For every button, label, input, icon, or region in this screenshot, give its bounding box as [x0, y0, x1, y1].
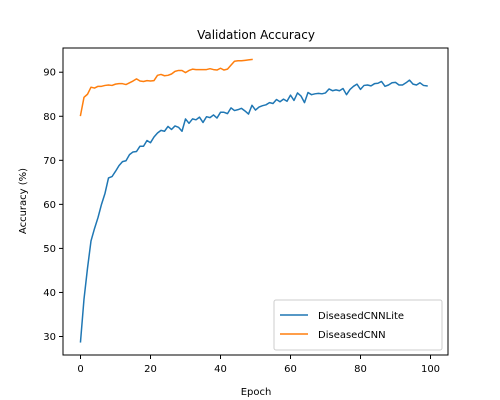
x-tick-label: 80 — [354, 364, 367, 375]
series-line-2 — [79, 58, 253, 117]
y-tick-label: 50 — [43, 244, 56, 255]
series-layer — [79, 58, 428, 343]
legend-label-2: DiseasedCNN — [318, 330, 386, 341]
y-tick-label: 60 — [43, 200, 56, 211]
series-line-1 — [79, 79, 428, 343]
y-tick-label: 80 — [43, 112, 56, 123]
plot-frame — [62, 47, 449, 356]
x-tick-label: 20 — [144, 364, 157, 375]
y-axis: 30 40 50 60 70 80 90 — [43, 68, 63, 343]
x-tick-label: 100 — [421, 364, 440, 375]
y-tick-label: 30 — [43, 332, 56, 343]
x-axis-label: Epoch — [241, 387, 272, 398]
y-tick-label: 70 — [43, 156, 56, 167]
legend-box — [273, 299, 443, 351]
legend-label-1: DiseasedCNNLite — [318, 311, 404, 322]
legend: DiseasedCNNLite DiseasedCNN — [273, 299, 443, 351]
x-tick-label: 60 — [284, 364, 297, 375]
x-axis: 0 20 40 60 80 100 — [77, 355, 440, 375]
y-tick-label: 90 — [43, 68, 56, 79]
x-tick-label: 0 — [77, 364, 83, 375]
y-tick-label: 40 — [43, 288, 56, 299]
chart-title: Validation Accuracy — [197, 28, 315, 42]
y-axis-label: Accuracy (%) — [18, 168, 29, 234]
x-tick-label: 40 — [214, 364, 227, 375]
